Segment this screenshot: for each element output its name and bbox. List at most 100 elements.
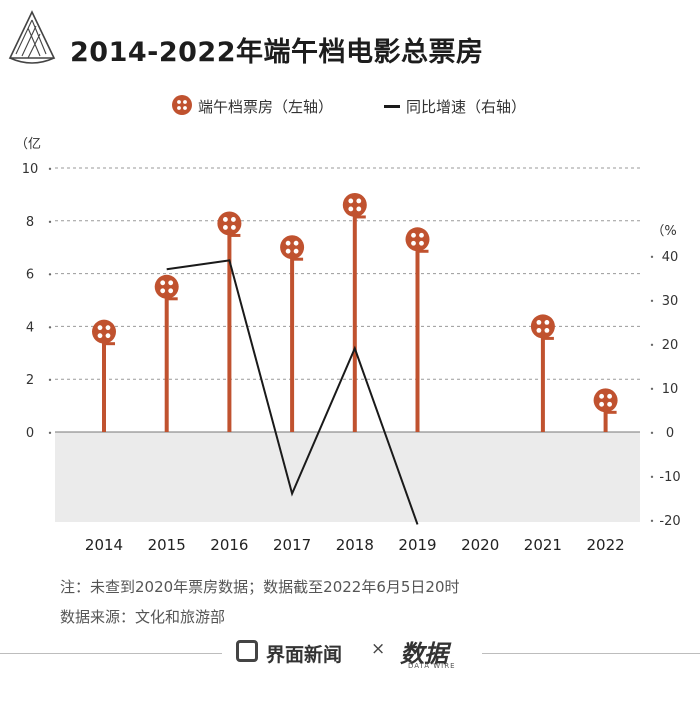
- footer: 界面新闻 × 数据 DATA WIRE: [0, 630, 700, 676]
- left-axis-unit: （亿: [15, 137, 41, 152]
- bar-reel-head: [530, 314, 555, 339]
- reel-hole: [356, 198, 362, 204]
- x-tick-label: 2019: [398, 536, 436, 554]
- left-tick-label: 6: [26, 268, 34, 283]
- reel-hole: [356, 206, 362, 212]
- right-tick-dot: •: [650, 517, 655, 526]
- brand-separator: ×: [371, 639, 386, 659]
- left-tick-label: 0: [26, 426, 34, 441]
- film-reel-legend-icon: [172, 95, 192, 115]
- left-tick-dot: •: [48, 271, 53, 280]
- reel-hole: [160, 280, 166, 286]
- chart-note: 注：未查到2020年票房数据；数据截至2022年6月5日20时: [60, 578, 460, 596]
- right-tick-dot: •: [650, 429, 655, 438]
- reel-hole: [607, 401, 612, 407]
- right-tick-label: -20: [659, 514, 680, 529]
- brand-jiemian: 界面新闻: [266, 644, 343, 666]
- footer-divider-left: [0, 653, 222, 654]
- bar-reel-head: [217, 211, 242, 236]
- x-tick-label: 2022: [587, 536, 625, 554]
- reel-hole: [348, 206, 354, 212]
- left-tick-label: 2: [26, 373, 34, 388]
- reel-hole: [105, 325, 111, 331]
- reel-hole: [231, 225, 236, 230]
- legend: 端午档票房（左轴） 同比增速（右轴）: [0, 90, 700, 120]
- reel-hole: [293, 240, 299, 246]
- right-axis-unit: （%: [651, 224, 676, 239]
- header: 2014-2022年端午档电影总票房: [0, 0, 700, 80]
- reel-hole: [168, 280, 174, 286]
- reel-hole: [105, 333, 111, 339]
- x-tick-label: 2015: [148, 536, 186, 554]
- bar-reel-head: [593, 388, 618, 413]
- reel-hole: [411, 240, 416, 246]
- x-tick-label: 2018: [336, 536, 374, 554]
- reel-hole: [97, 325, 103, 331]
- reel-hole: [223, 225, 228, 230]
- reel-hole: [544, 320, 550, 325]
- right-tick-dot: •: [650, 473, 655, 482]
- reel-hole: [599, 401, 604, 407]
- reel-hole: [536, 328, 542, 333]
- x-tick-label: 2017: [273, 536, 311, 554]
- brand-data-wire-sub: DATA WIRE: [408, 662, 456, 670]
- left-tick-dot: •: [48, 429, 53, 438]
- right-tick-label: 20: [662, 338, 679, 353]
- x-tick-label: 2021: [524, 536, 562, 554]
- left-tick-label: 8: [26, 215, 34, 230]
- legend-line-swatch: [384, 105, 400, 108]
- right-tick-label: 30: [662, 294, 679, 309]
- bar-reel-head: [405, 227, 430, 252]
- left-tick-dot: •: [48, 165, 53, 174]
- reel-hole: [168, 288, 174, 294]
- reel-hole: [419, 240, 424, 246]
- bar-reel-head: [154, 274, 179, 299]
- bar-reel-head: [92, 319, 116, 344]
- jiemian-logo-icon: [236, 640, 258, 662]
- bar-stem: [227, 223, 232, 432]
- left-tick-label: 10: [22, 162, 39, 177]
- reel-hole: [599, 393, 604, 399]
- reel-hole: [348, 198, 354, 204]
- reel-hole: [285, 240, 291, 246]
- x-tick-label: 2014: [85, 536, 123, 554]
- zongzi-logo-icon: [8, 10, 56, 64]
- right-tick-label: 40: [662, 250, 679, 265]
- right-tick-dot: •: [650, 253, 655, 262]
- x-tick-label: 2016: [210, 536, 248, 554]
- bar-reel-head: [342, 192, 367, 217]
- reel-hole: [536, 320, 542, 325]
- right-tick-dot: •: [650, 297, 655, 306]
- bar-stem: [540, 326, 545, 432]
- footer-divider-right: [482, 653, 700, 654]
- reel-hole: [223, 217, 228, 222]
- reel-hole: [97, 333, 103, 339]
- reel-hole: [293, 248, 299, 254]
- data-source: 数据来源：文化和旅游部: [60, 608, 226, 626]
- chart-title: 2014-2022年端午档电影总票房: [70, 37, 484, 68]
- reel-hole: [607, 393, 612, 399]
- reel-hole: [544, 328, 550, 333]
- right-tick-dot: •: [650, 385, 655, 394]
- reel-hole: [160, 288, 166, 294]
- left-tick-dot: •: [48, 376, 53, 385]
- left-tick-label: 4: [26, 320, 34, 335]
- reel-hole: [411, 232, 416, 238]
- reel-hole: [419, 232, 424, 238]
- bar-stem: [164, 286, 169, 432]
- right-tick-label: 10: [662, 382, 679, 397]
- right-tick-label: -10: [659, 470, 680, 485]
- bar-stem: [415, 239, 420, 432]
- right-tick-label: 0: [666, 426, 674, 441]
- left-tick-dot: •: [48, 218, 53, 227]
- bar-reel-head: [280, 235, 305, 260]
- legend-bar-label: 端午档票房（左轴）: [198, 98, 334, 116]
- bar-stem: [352, 204, 357, 432]
- bar-stem: [102, 331, 106, 432]
- reel-hole: [285, 248, 291, 254]
- x-tick-label: 2020: [461, 536, 499, 554]
- left-tick-dot: •: [48, 323, 53, 332]
- negative-region-band: [55, 432, 640, 522]
- brand-data-wire: 数据: [400, 640, 448, 668]
